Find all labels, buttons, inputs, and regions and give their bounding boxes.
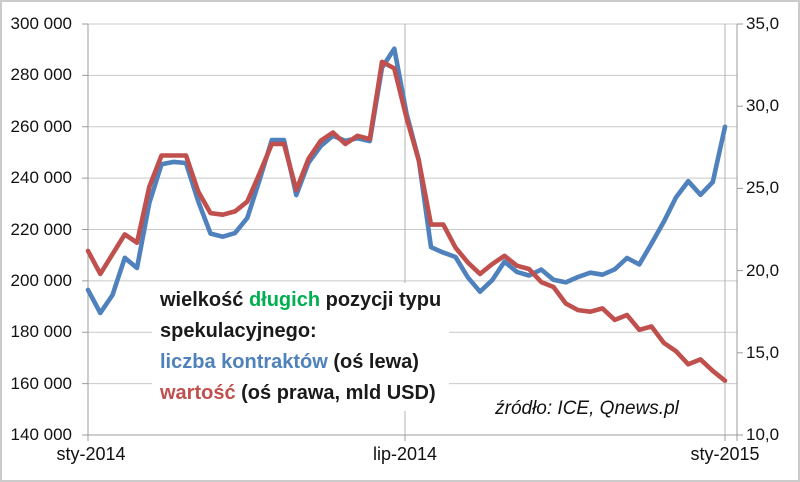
series-line-left — [85, 46, 728, 316]
annotation-segment: liczba kontraktów — [160, 351, 328, 373]
annotation-segment: (oś lewa) — [327, 351, 419, 373]
series-line-right — [85, 59, 728, 384]
annotation-line: liczba kontraktów (oś lewa) — [160, 347, 441, 378]
annotation-line: wielkość długich pozycji typu — [160, 285, 441, 316]
annotation-line: wartość (oś prawa, mld USD) — [160, 378, 441, 409]
annotation-segment: (oś prawa, mld USD) — [235, 382, 436, 404]
annotation-segment: wielkość — [160, 289, 249, 311]
annotation-segment: pozycji typu — [320, 289, 442, 311]
annotation-segment: długich — [248, 289, 321, 311]
annotation-segment: spekulacyjnego: — [160, 320, 317, 342]
annotation-line: spekulacyjnego: — [160, 316, 441, 347]
source-note: źródło: ICE, Qnews.pl — [495, 398, 679, 419]
annotation-segment: wartość — [160, 382, 236, 404]
annotation-box: wielkość długich pozycji typu spekulacyjn… — [152, 283, 450, 411]
